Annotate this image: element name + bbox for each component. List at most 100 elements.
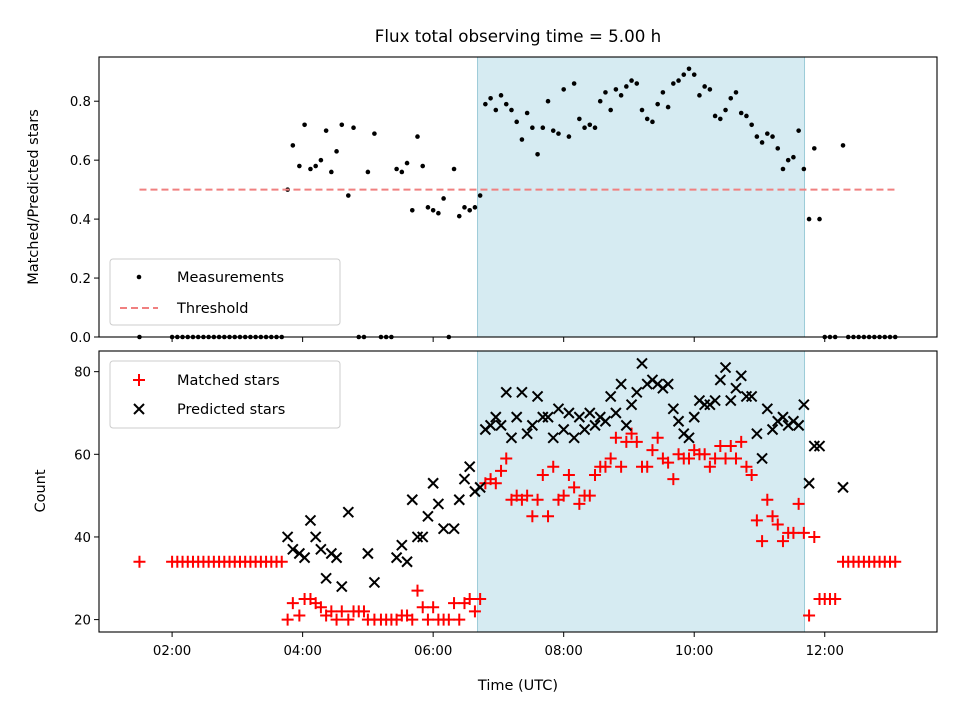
measurements-point	[556, 131, 561, 136]
measurements-point	[308, 166, 313, 172]
predicted-stars-point	[756, 452, 768, 465]
matched-stars-point	[314, 601, 327, 614]
predicted-stars-point	[495, 419, 507, 432]
matched-stars-point	[325, 605, 338, 618]
y-tick-label: 60	[74, 448, 91, 463]
measurements-point	[351, 125, 356, 131]
matched-stars-point	[620, 435, 633, 448]
measurements-point	[302, 122, 307, 128]
measurements-point	[339, 122, 345, 128]
top-x-ticks	[171, 337, 826, 342]
predicted-stars-point	[719, 361, 732, 374]
matched-stars-point	[286, 597, 299, 610]
bottom-y-ticks: 20 40 60 80	[74, 366, 99, 629]
measurements-point	[780, 166, 786, 172]
predicted-stars-point	[766, 423, 779, 436]
bottom-y-axis-label: Count	[33, 469, 49, 512]
measurements-point	[425, 205, 431, 210]
measurements-point	[409, 207, 415, 213]
matched-stars-point	[531, 493, 544, 506]
predicted-stars-point	[484, 419, 497, 432]
y-tick-label: 0.6	[70, 154, 91, 169]
predicted-stars-point	[453, 494, 465, 506]
predicted-stars-point	[309, 531, 322, 543]
matched-stars-point	[667, 473, 680, 486]
matched-stars-point	[583, 489, 596, 502]
measurements-point	[759, 140, 765, 145]
matched-stars-point	[761, 493, 774, 506]
measurements-point	[535, 151, 540, 157]
predicted-stars-point	[631, 386, 643, 399]
measurements-point	[754, 134, 760, 139]
predicted-stars-point	[432, 498, 445, 510]
matched-stars-point	[495, 464, 508, 477]
predicted-stars-point	[510, 411, 523, 423]
matched-stars-point	[646, 444, 659, 457]
matched-stars-point	[792, 497, 805, 510]
matched-stars-point	[745, 468, 758, 481]
matched-stars-point	[526, 510, 539, 523]
predicted-stars-point	[714, 374, 727, 386]
predicted-stars-point	[688, 411, 700, 423]
measurements-point	[365, 169, 371, 175]
predicted-stars-point	[698, 399, 711, 411]
predicted-stars-point	[761, 403, 774, 415]
matched-stars-point	[682, 452, 695, 465]
measurements-point	[519, 137, 525, 142]
measurements-point	[639, 107, 645, 113]
predicted-stars-point	[813, 440, 826, 452]
y-tick-label: 40	[74, 531, 91, 546]
predicted-stars-point	[584, 407, 596, 419]
measurements-point	[462, 205, 467, 210]
measurements-point	[467, 207, 473, 213]
predicted-stars-point	[625, 399, 638, 411]
matched-stars-point	[133, 555, 146, 568]
matched-stars-point	[357, 605, 370, 618]
predicted-stars-point	[803, 477, 815, 489]
x-tick-label: 10:00	[675, 644, 713, 659]
measurements-point	[728, 95, 734, 101]
predicted-stars-point	[730, 382, 742, 394]
matched-stars-point	[709, 452, 722, 465]
predicted-stars-point	[683, 432, 695, 444]
measurements-point	[671, 81, 676, 86]
measurements-point	[436, 210, 441, 216]
matched-stars-point	[521, 489, 534, 502]
predicted-stars-point	[552, 403, 565, 415]
matched-stars-point	[609, 431, 622, 444]
predicted-stars-point	[542, 411, 554, 423]
bottom-legend-box	[109, 360, 341, 429]
measurements-point	[441, 196, 446, 201]
matched-stars-point	[406, 613, 419, 626]
matched-stars-point	[729, 452, 742, 465]
legend-threshold-label: Threshold	[176, 301, 248, 317]
predicted-stars-point	[505, 432, 518, 444]
y-tick-label: 20	[74, 614, 91, 629]
x-tick-label: 02:00	[153, 644, 191, 659]
predicted-stars-point	[531, 390, 544, 403]
predicted-stars-point	[474, 481, 486, 494]
measurements-point	[394, 166, 399, 172]
predicted-stars-point	[342, 506, 355, 518]
x-tick-label: 08:00	[545, 644, 583, 659]
predicted-stars-point	[604, 390, 617, 403]
measurements-point	[313, 163, 318, 169]
measurements-point	[451, 166, 457, 172]
legend-matched-marker	[133, 374, 145, 386]
legend-measurements-marker	[136, 274, 142, 280]
y-tick-label: 0.0	[70, 331, 91, 346]
measurements-point	[399, 169, 405, 175]
measurements-point	[415, 134, 420, 139]
predicted-stars-point	[411, 531, 424, 543]
predicted-stars-point	[304, 514, 317, 527]
predicted-stars-point	[777, 411, 789, 423]
predicted-stars-point	[573, 411, 586, 423]
matched-stars-point	[776, 535, 789, 548]
predicted-stars-point	[516, 386, 528, 399]
measurements-point	[456, 213, 462, 219]
predicted-stars-point	[427, 477, 439, 489]
measurements-point	[749, 122, 754, 128]
measurements-point	[775, 146, 781, 151]
measurements-point	[681, 72, 687, 77]
matched-stars-point	[536, 468, 549, 481]
